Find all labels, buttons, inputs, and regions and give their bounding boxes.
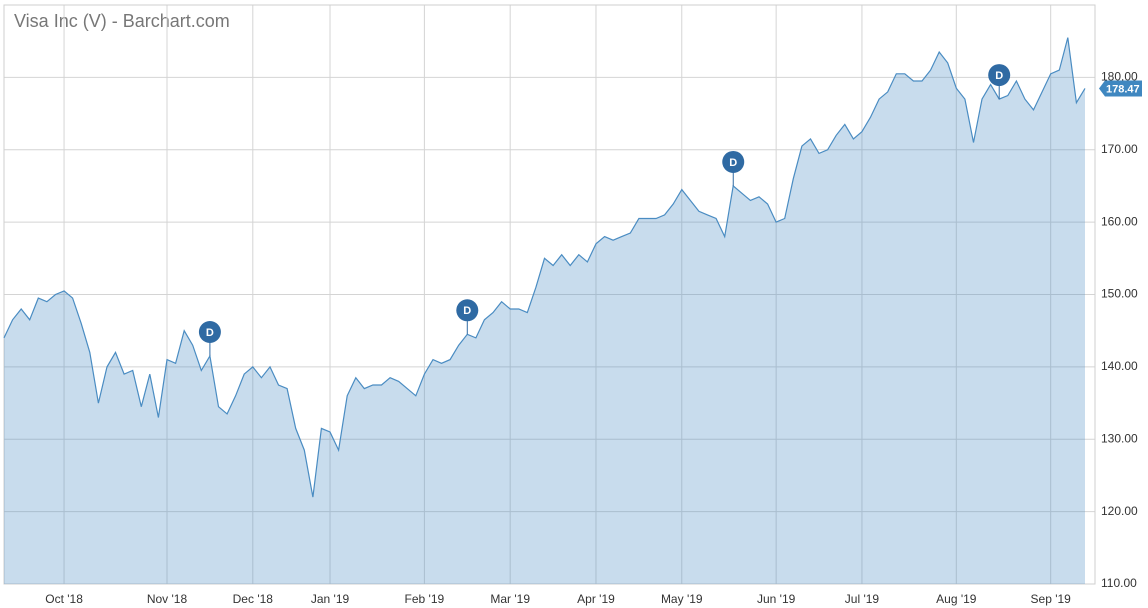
x-tick-label: Jan '19	[311, 592, 350, 606]
line	[3, 37, 1086, 498]
plot-frame	[3, 4, 1096, 585]
y-tick-label: 170.00	[1101, 142, 1138, 156]
area	[4, 37, 1085, 585]
y-tick-label: 150.00	[1101, 287, 1138, 301]
dividend-label: D	[995, 70, 1003, 82]
dividend-marker	[988, 64, 1011, 87]
y-tick-label: 120.00	[1101, 504, 1138, 518]
x-tick-label: Apr '19	[577, 592, 615, 606]
x-tick-label: Jul '19	[845, 592, 880, 606]
y-tick-label: 160.00	[1101, 214, 1138, 228]
x-tick-label: Nov '18	[147, 592, 188, 606]
last-price-label: 178.47	[1106, 83, 1140, 95]
last-price-tag	[1099, 80, 1142, 97]
x-tick-label: Sep '19	[1031, 592, 1072, 606]
y-tick-label: 180.00	[1101, 70, 1138, 84]
x-tick-label: Oct '18	[45, 592, 83, 606]
dividend-label: D	[729, 157, 737, 169]
dividend-label: D	[463, 305, 471, 317]
y-tick-label: 110.00	[1101, 576, 1137, 590]
x-tick-label: Jun '19	[757, 592, 796, 606]
dividend-label: D	[206, 327, 214, 339]
dividend-marker	[456, 299, 479, 322]
x-tick-label: Aug '19	[936, 592, 977, 606]
x-tick-label: Feb '19	[405, 592, 445, 606]
x-tick-label: May '19	[661, 592, 703, 606]
y-tick-label: 140.00	[1101, 359, 1138, 373]
chart-title: Visa Inc (V) - Barchart.com	[14, 11, 230, 31]
x-tick-label: Dec '18	[233, 592, 274, 606]
y-tick-label: 130.00	[1101, 431, 1138, 445]
dividend-marker	[722, 150, 745, 173]
x-tick-label: Mar '19	[490, 592, 530, 606]
dividend-marker	[198, 321, 221, 344]
